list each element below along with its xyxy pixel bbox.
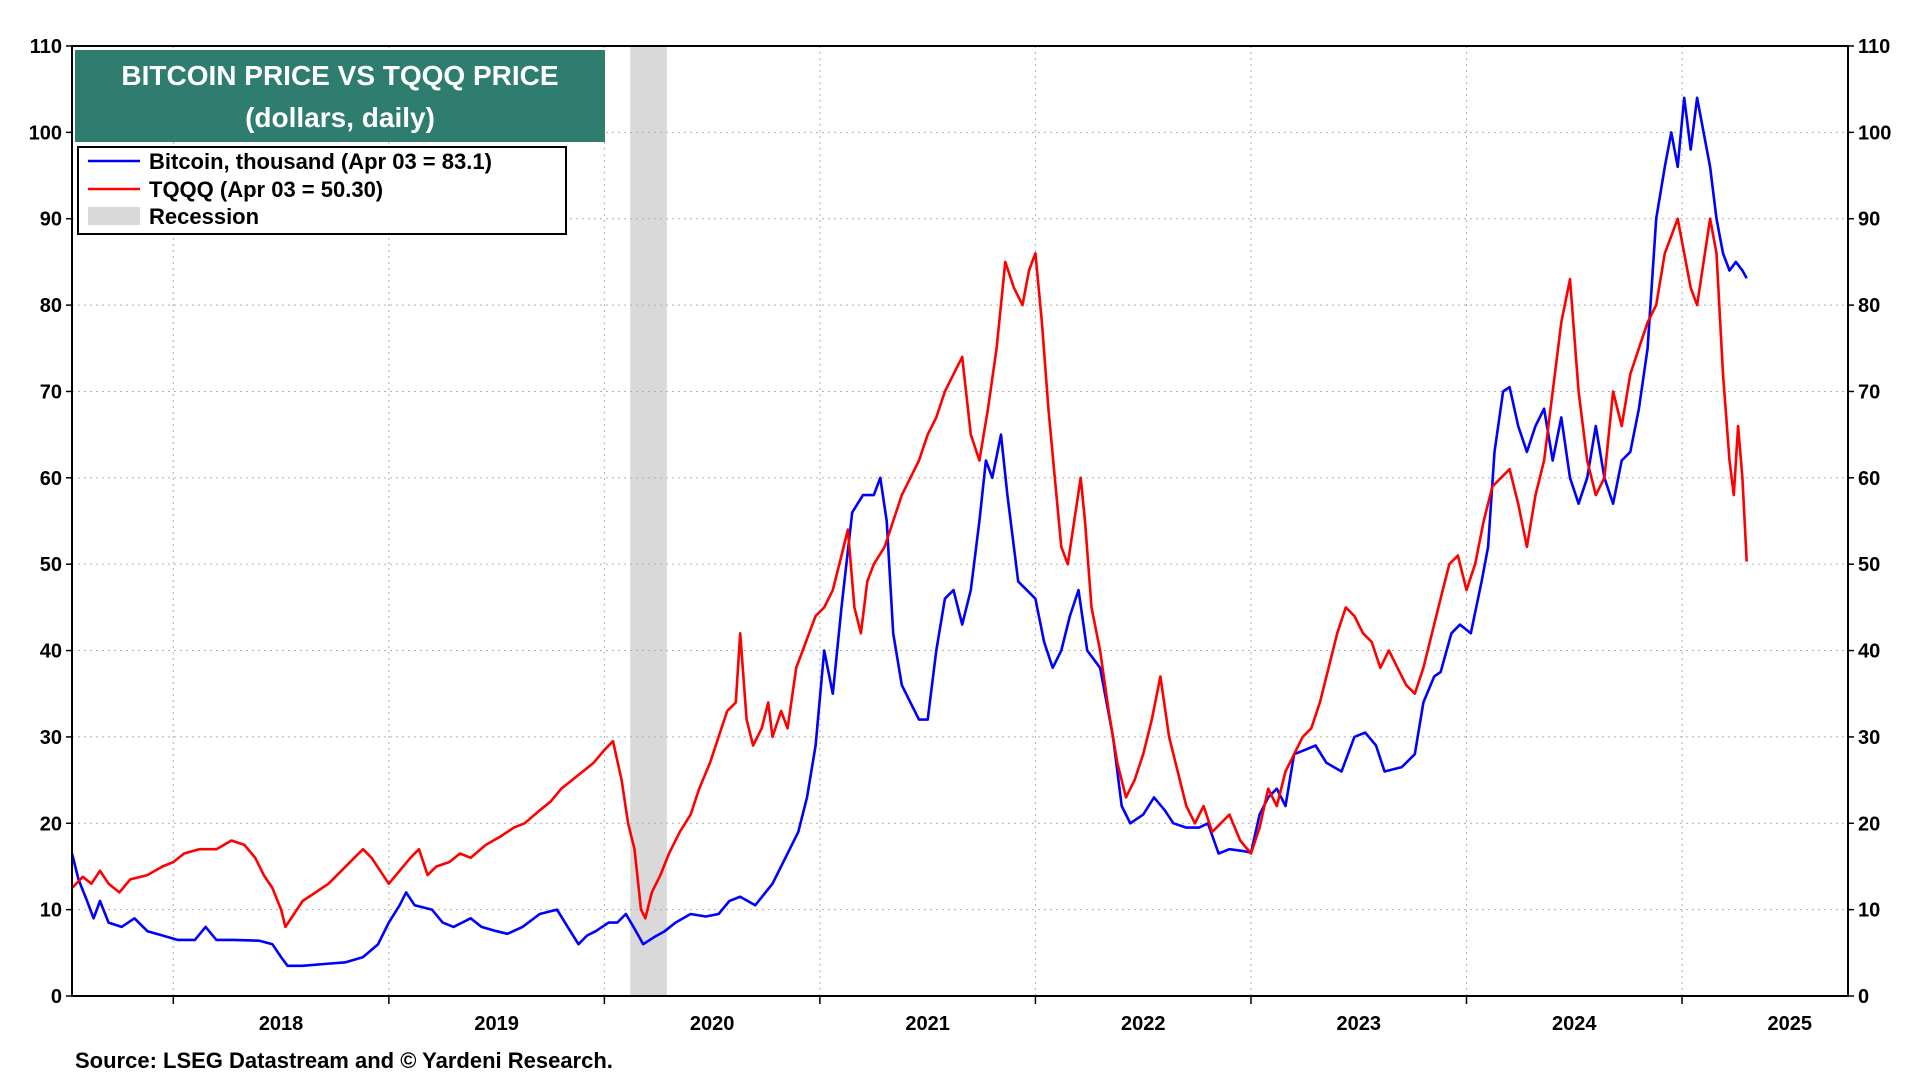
y-tick-label-left: 50 bbox=[40, 554, 62, 576]
legend-label-bitcoin: Bitcoin, thousand (Apr 03 = 83.1) bbox=[149, 149, 492, 174]
y-tick-label-right: 40 bbox=[1858, 641, 1880, 663]
y-tick-label-left: 90 bbox=[40, 209, 62, 231]
y-tick-label-right: 100 bbox=[1858, 122, 1891, 144]
legend-swatch-recession bbox=[88, 207, 140, 225]
y-tick-label-right: 30 bbox=[1858, 727, 1880, 749]
y-tick-label-left: 110 bbox=[30, 36, 62, 58]
y-tick-label-left: 70 bbox=[40, 381, 62, 403]
title-box: BITCOIN PRICE VS TQQQ PRICE (dollars, da… bbox=[75, 50, 605, 142]
legend-label-recession: Recession bbox=[149, 204, 259, 229]
x-tick-label: 2022 bbox=[1121, 1013, 1166, 1035]
legend: Bitcoin, thousand (Apr 03 = 83.1) TQQQ (… bbox=[77, 146, 567, 235]
y-tick-label-left: 80 bbox=[40, 295, 62, 317]
recession-band-group bbox=[630, 46, 667, 996]
series-line-bitcoin bbox=[70, 96, 1748, 968]
y-tick-label-right: 10 bbox=[1858, 900, 1880, 922]
y-tick-label-left: 100 bbox=[29, 122, 62, 144]
gridlines bbox=[72, 46, 1848, 996]
x-tick-label: 2023 bbox=[1336, 1013, 1381, 1035]
x-tick-label: 2018 bbox=[259, 1013, 304, 1035]
recession-band bbox=[630, 46, 667, 996]
y-tick-label-left: 20 bbox=[40, 813, 62, 835]
x-tick-label: 2020 bbox=[690, 1013, 735, 1035]
x-tick-label: 2019 bbox=[474, 1013, 519, 1035]
x-tick-label: 2021 bbox=[905, 1013, 950, 1035]
y-tick-label-right: 60 bbox=[1858, 468, 1880, 490]
series-lines bbox=[70, 96, 1748, 968]
x-tick-label: 2024 bbox=[1552, 1013, 1597, 1035]
source-note: Source: LSEG Datastream and © Yardeni Re… bbox=[75, 1048, 613, 1073]
y-tick-label-left: 0 bbox=[51, 986, 62, 1008]
plot-frame bbox=[71, 45, 1849, 997]
y-tick-label-right: 70 bbox=[1858, 381, 1880, 403]
y-tick-label-right: 110 bbox=[1858, 36, 1890, 58]
y-tick-label-left: 40 bbox=[40, 641, 62, 663]
y-tick-label-right: 0 bbox=[1858, 986, 1869, 1008]
y-tick-label-left: 60 bbox=[40, 468, 62, 490]
y-tick-label-left: 10 bbox=[40, 900, 62, 922]
y-tick-label-right: 80 bbox=[1858, 295, 1880, 317]
series-line-tqqq bbox=[71, 217, 1748, 929]
y-tick-label-right: 50 bbox=[1858, 554, 1880, 576]
legend-box bbox=[77, 146, 567, 235]
y-tick-label-left: 30 bbox=[40, 727, 62, 749]
y-tick-label-right: 90 bbox=[1858, 209, 1880, 231]
chart-subtitle: (dollars, daily) bbox=[245, 102, 435, 133]
y-tick-label-right: 20 bbox=[1858, 813, 1880, 835]
title-background bbox=[75, 50, 605, 142]
chart-title: BITCOIN PRICE VS TQQQ PRICE bbox=[121, 60, 558, 91]
x-tick-label: 2025 bbox=[1768, 1013, 1813, 1035]
legend-label-tqqq: TQQQ (Apr 03 = 50.30) bbox=[149, 177, 383, 202]
